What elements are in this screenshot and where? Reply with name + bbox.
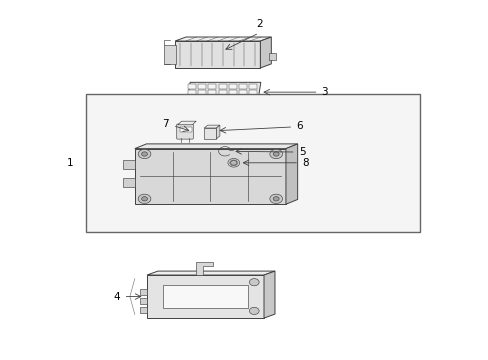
Text: 4: 4: [113, 292, 120, 302]
Text: 5: 5: [299, 147, 305, 157]
Bar: [218, 96, 226, 100]
Polygon shape: [177, 121, 196, 125]
Polygon shape: [195, 262, 212, 275]
Bar: [218, 90, 226, 95]
Bar: [248, 90, 256, 95]
Bar: [86, 94, 419, 232]
Bar: [208, 96, 216, 100]
Bar: [188, 90, 196, 95]
Text: 6: 6: [296, 121, 303, 131]
Bar: [228, 90, 236, 95]
Circle shape: [269, 149, 282, 159]
Circle shape: [269, 194, 282, 203]
Polygon shape: [147, 275, 264, 318]
Polygon shape: [175, 41, 260, 68]
Circle shape: [142, 152, 147, 156]
Circle shape: [273, 197, 279, 201]
Bar: [208, 84, 216, 89]
Polygon shape: [122, 160, 135, 169]
Polygon shape: [135, 144, 297, 149]
Bar: [188, 96, 196, 100]
Text: 7: 7: [162, 120, 168, 129]
Bar: [228, 84, 236, 89]
Text: 3: 3: [321, 87, 327, 97]
Polygon shape: [216, 125, 220, 139]
Polygon shape: [264, 271, 274, 318]
Bar: [140, 307, 147, 313]
Bar: [179, 127, 192, 132]
Polygon shape: [260, 37, 271, 68]
Bar: [198, 90, 206, 95]
Bar: [238, 84, 246, 89]
Bar: [228, 96, 236, 100]
Bar: [163, 285, 247, 309]
Text: 2: 2: [255, 19, 262, 29]
Circle shape: [249, 279, 259, 286]
Polygon shape: [122, 178, 135, 187]
Bar: [218, 84, 226, 89]
Circle shape: [230, 161, 237, 165]
FancyBboxPatch shape: [176, 124, 193, 139]
Polygon shape: [147, 271, 274, 275]
Circle shape: [142, 197, 147, 201]
Bar: [140, 289, 147, 295]
Polygon shape: [175, 37, 271, 41]
Bar: [268, 53, 276, 60]
Polygon shape: [285, 144, 297, 204]
Text: 8: 8: [302, 158, 308, 168]
Text: 1: 1: [67, 158, 74, 168]
Bar: [198, 96, 206, 100]
Circle shape: [249, 307, 259, 315]
Polygon shape: [187, 82, 260, 101]
Bar: [164, 45, 176, 64]
Bar: [248, 84, 256, 89]
Bar: [248, 96, 256, 100]
Bar: [204, 128, 216, 139]
Circle shape: [138, 194, 151, 203]
Bar: [188, 84, 196, 89]
Circle shape: [227, 158, 239, 167]
Bar: [208, 90, 216, 95]
Polygon shape: [204, 125, 220, 128]
Bar: [238, 90, 246, 95]
Circle shape: [273, 152, 279, 156]
Bar: [198, 84, 206, 89]
Polygon shape: [135, 149, 285, 204]
Circle shape: [138, 149, 151, 159]
Bar: [140, 298, 147, 304]
Bar: [238, 96, 246, 100]
